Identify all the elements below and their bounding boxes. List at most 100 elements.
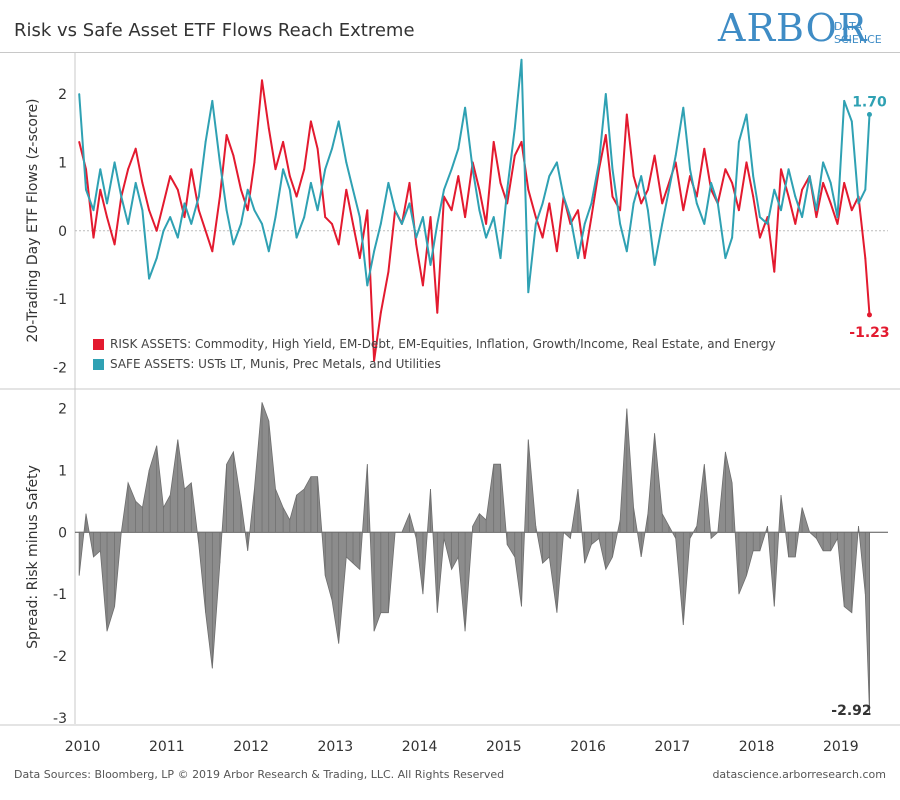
- risk-data-point: [422, 284, 424, 287]
- risk-data-point: [225, 134, 228, 136]
- risk-data-point: [590, 216, 593, 218]
- safe-data-point: [429, 264, 432, 266]
- legend-label-safe: SAFE ASSETS: USTs LT, Munis, Prec Metals…: [110, 357, 441, 371]
- safe-data-point: [492, 216, 495, 218]
- risk-data-point: [240, 188, 242, 191]
- safe-data-point: [752, 175, 755, 177]
- safe-data-point: [689, 168, 691, 171]
- safe-data-point: [710, 181, 712, 184]
- risk-data-point: [148, 209, 151, 212]
- risk-data-point: [632, 175, 635, 177]
- risk-data-point: [527, 188, 530, 191]
- risk-data-point: [358, 257, 361, 260]
- risk-data-point: [309, 120, 312, 123]
- safe-data-point: [653, 264, 656, 266]
- safe-data-point: [169, 216, 172, 218]
- safe-data-point: [422, 216, 424, 218]
- safe-data-point: [836, 216, 839, 218]
- safe-data-point: [682, 106, 685, 109]
- risk-data-point: [703, 147, 706, 150]
- risk-data-point: [661, 202, 664, 205]
- safe-data-point: [148, 277, 151, 280]
- risk-data-point: [625, 113, 628, 116]
- safe-data-point: [155, 257, 158, 260]
- safe-data-point: [288, 188, 291, 191]
- risk-series-line: [78, 79, 871, 362]
- risk-data-point: [113, 243, 116, 246]
- bottom-ytick-label: 1: [58, 463, 67, 479]
- safe-data-point: [822, 161, 825, 164]
- top-ytick-label: 1: [58, 155, 67, 171]
- bottom-ytick-label: -2: [53, 649, 67, 665]
- bottom-ytick-label: -3: [53, 711, 67, 727]
- risk-data-point: [288, 175, 291, 177]
- safe-data-point: [261, 223, 263, 225]
- risk-data-point: [794, 223, 797, 225]
- risk-end-label: -1.23: [849, 325, 889, 341]
- risk-data-point: [197, 209, 200, 212]
- safe-data-point: [471, 168, 474, 171]
- safe-data-point: [506, 188, 509, 191]
- chart-title: Risk vs Safe Asset ETF Flows Reach Extre…: [14, 20, 415, 41]
- risk-data-point: [429, 216, 432, 218]
- safe-data-point: [548, 175, 551, 177]
- safe-data-point: [864, 188, 867, 191]
- safe-data-point: [478, 209, 481, 212]
- footer-site-link[interactable]: datascience.arborresearch.com: [712, 768, 886, 781]
- safe-data-point: [303, 216, 306, 218]
- safe-data-point: [246, 188, 249, 191]
- safe-data-point: [569, 216, 572, 218]
- risk-data-point: [534, 216, 537, 218]
- safe-data-point: [556, 161, 558, 164]
- risk-data-point: [169, 175, 172, 177]
- safe-data-point: [737, 140, 740, 143]
- risk-data-point: [836, 223, 839, 225]
- risk-data-point: [176, 188, 179, 191]
- safe-data-point: [267, 250, 270, 253]
- safe-data-point: [197, 195, 200, 198]
- risk-data-point: [492, 140, 495, 143]
- risk-data-point: [829, 202, 832, 205]
- safe-data-point: [274, 216, 277, 218]
- safe-data-point: [113, 161, 116, 164]
- safe-data-point: [358, 216, 361, 218]
- top-ylabel: 20-Trading Day ETF Flows (z-score): [25, 98, 41, 342]
- safe-data-point: [829, 181, 832, 184]
- logo-sub-line1: DATA: [834, 20, 863, 33]
- safe-data-point: [92, 209, 95, 212]
- risk-data-point: [745, 161, 748, 164]
- safe-data-point: [577, 257, 579, 260]
- bottom-ylabel: Spread: Risk minus Safety: [25, 465, 41, 649]
- safe-data-point: [436, 223, 439, 225]
- safe-data-point: [562, 195, 565, 198]
- safe-end-marker: [866, 112, 872, 118]
- risk-data-point: [611, 195, 614, 198]
- xtick-label: 2015: [486, 739, 522, 755]
- safe-data-point: [240, 223, 242, 225]
- safe-data-point: [141, 209, 144, 212]
- safe-data-point: [232, 243, 235, 246]
- xtick-label: 2019: [823, 739, 859, 755]
- spread-end-label: -2.92: [831, 703, 871, 719]
- safe-data-point: [527, 291, 530, 294]
- arbor-logo: ARBOR: [718, 6, 868, 50]
- risk-data-point: [822, 181, 825, 184]
- safe-data-point: [604, 93, 607, 95]
- risk-data-point: [316, 147, 319, 150]
- safe-data-point: [352, 188, 354, 191]
- safe-data-point: [583, 223, 586, 225]
- safe-data-point: [745, 113, 748, 116]
- safe-data-point: [640, 175, 643, 177]
- safe-data-point: [716, 202, 719, 205]
- safe-data-point: [225, 209, 228, 212]
- safe-data-point: [162, 229, 165, 232]
- safe-data-point: [443, 188, 445, 191]
- safe-data-point: [590, 202, 593, 205]
- header-divider: [0, 52, 900, 53]
- safe-data-point: [611, 168, 614, 171]
- risk-data-point: [485, 223, 488, 225]
- risk-end-marker: [866, 312, 872, 318]
- safe-data-point: [843, 99, 846, 102]
- spread-area: [78, 402, 870, 713]
- risk-data-point: [737, 209, 740, 212]
